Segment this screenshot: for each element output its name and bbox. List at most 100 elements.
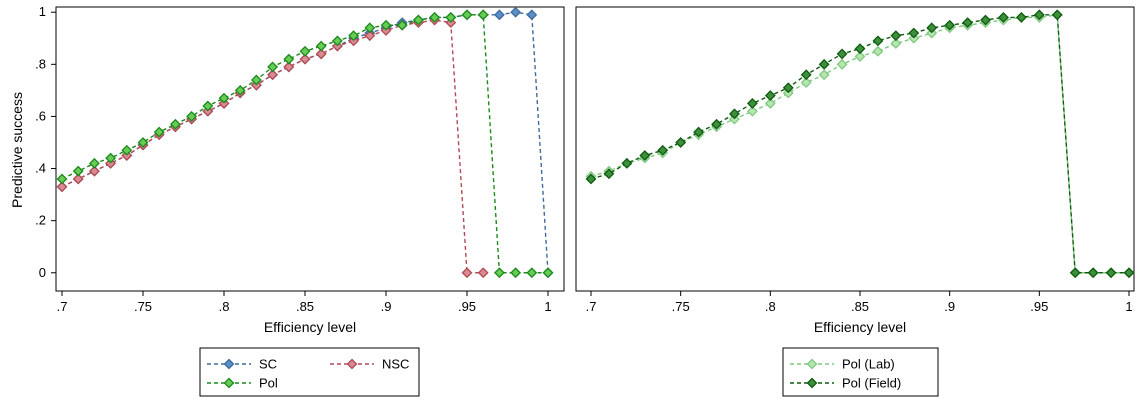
marker-pol-field xyxy=(782,82,794,94)
series-layer-left xyxy=(56,6,554,279)
marker-pol xyxy=(121,144,133,156)
legend-label-pol-field: Pol (Field) xyxy=(842,376,901,391)
legend-right: Pol (Lab) Pol (Field) xyxy=(782,347,939,397)
series-layer-right xyxy=(585,9,1135,279)
marker-pol-field xyxy=(1033,9,1045,21)
marker-sc xyxy=(510,6,522,18)
marker-pol-field xyxy=(872,35,884,47)
marker-pol-field xyxy=(944,19,956,31)
x-tick-label-left: .8 xyxy=(219,299,230,314)
x-tick-label-right: 1 xyxy=(1125,299,1132,314)
series-line-nsc xyxy=(61,19,484,274)
marker-pol-lab xyxy=(800,77,812,88)
marker-pol xyxy=(137,137,149,148)
y-tick-label-left: .8 xyxy=(35,56,46,71)
marker-pol xyxy=(331,35,343,47)
marker-pol-field xyxy=(908,27,920,39)
marker-pol xyxy=(364,22,376,34)
marker-pol xyxy=(315,40,327,52)
chart-right: Efficiency level .7 .75 .8 .85 .9 .95 1 xyxy=(575,6,1135,335)
marker-pol-field xyxy=(621,157,633,169)
marker-pol-field xyxy=(657,144,669,156)
legend-key-marker-nsc xyxy=(346,358,358,370)
y-tick-label-left: 1 xyxy=(39,4,46,19)
marker-pol xyxy=(169,118,181,130)
x-tick-label-left: .9 xyxy=(381,299,392,314)
legend-label-pol: Pol xyxy=(259,376,278,391)
y-tick-label-left: .6 xyxy=(35,108,46,123)
marker-pol xyxy=(72,165,84,177)
marker-pol xyxy=(526,267,538,279)
marker-pol xyxy=(461,9,473,21)
x-axis-title-right: Efficiency level xyxy=(814,319,906,335)
marker-pol xyxy=(429,12,441,23)
marker-pol xyxy=(105,152,117,164)
marker-pol-field xyxy=(585,173,597,185)
marker-pol-field xyxy=(926,22,938,34)
legend-key-marker-pol xyxy=(223,377,235,389)
marker-pol-field xyxy=(764,90,776,102)
x-tick-label-left: .95 xyxy=(458,299,476,314)
y-tick-label-left: 0 xyxy=(39,265,46,280)
x-tick-label-right: .9 xyxy=(944,299,955,314)
marker-pol-field xyxy=(800,69,812,81)
marker-sc xyxy=(493,9,505,21)
marker-pol xyxy=(250,74,262,86)
legend-label-sc: SC xyxy=(259,357,277,372)
x-tick-label-right: .7 xyxy=(586,299,597,314)
marker-pol xyxy=(412,14,424,26)
marker-pol-field xyxy=(998,12,1009,23)
x-tick-label-left: .85 xyxy=(296,299,314,314)
x-tick-label-left: .7 xyxy=(57,299,68,314)
marker-pol xyxy=(88,157,100,169)
marker-pol-field xyxy=(1123,267,1135,279)
marker-nsc xyxy=(477,267,489,279)
x-axis-title-left: Efficiency level xyxy=(264,319,356,335)
marker-pol xyxy=(510,267,522,279)
legend-box-left xyxy=(199,347,420,397)
marker-pol-field xyxy=(962,17,974,29)
plot-frame-left xyxy=(55,6,565,292)
marker-pol xyxy=(186,111,198,122)
marker-pol-field xyxy=(1051,9,1063,21)
marker-nsc xyxy=(56,181,68,193)
marker-pol-field xyxy=(711,118,722,130)
y-tick-label-left: .4 xyxy=(35,161,46,176)
x-tick-label-right: .95 xyxy=(1030,299,1048,314)
marker-pol xyxy=(477,9,489,21)
marker-pol xyxy=(56,173,68,185)
marker-pol-field xyxy=(693,126,705,138)
marker-pol xyxy=(493,267,505,279)
marker-pol xyxy=(153,126,165,138)
marker-pol-lab xyxy=(890,38,902,49)
marker-pol-field xyxy=(1105,267,1117,279)
marker-pol-field xyxy=(818,58,830,70)
marker-pol-lab xyxy=(818,69,830,81)
x-ticks-left: .7 .75 .8 .85 .9 .95 1 xyxy=(57,291,552,314)
legend-left: SC NSC Pol xyxy=(199,347,420,397)
marker-pol-field xyxy=(1087,267,1099,279)
marker-pol xyxy=(445,12,457,23)
marker-sc xyxy=(526,9,538,21)
legend-label-nsc: NSC xyxy=(382,357,409,372)
x-tick-label-right: .75 xyxy=(672,299,690,314)
marker-nsc xyxy=(315,48,327,60)
marker-pol xyxy=(267,61,279,73)
marker-pol xyxy=(348,30,360,42)
x-ticks-right: .7 .75 .8 .85 .9 .95 1 xyxy=(586,291,1133,314)
legend-box-right xyxy=(782,347,939,397)
marker-pol xyxy=(542,267,554,279)
marker-pol xyxy=(202,100,214,112)
x-tick-label-right: .85 xyxy=(851,299,869,314)
marker-pol-field xyxy=(746,97,758,109)
marker-pol xyxy=(218,92,230,104)
marker-pol-lab xyxy=(854,51,866,62)
marker-nsc xyxy=(461,267,473,279)
marker-nsc xyxy=(267,69,279,81)
marker-pol-field xyxy=(854,43,866,55)
legend-key-marker-pol-lab xyxy=(806,358,818,370)
marker-pol-lab xyxy=(872,45,884,57)
marker-pol-lab xyxy=(764,97,776,109)
